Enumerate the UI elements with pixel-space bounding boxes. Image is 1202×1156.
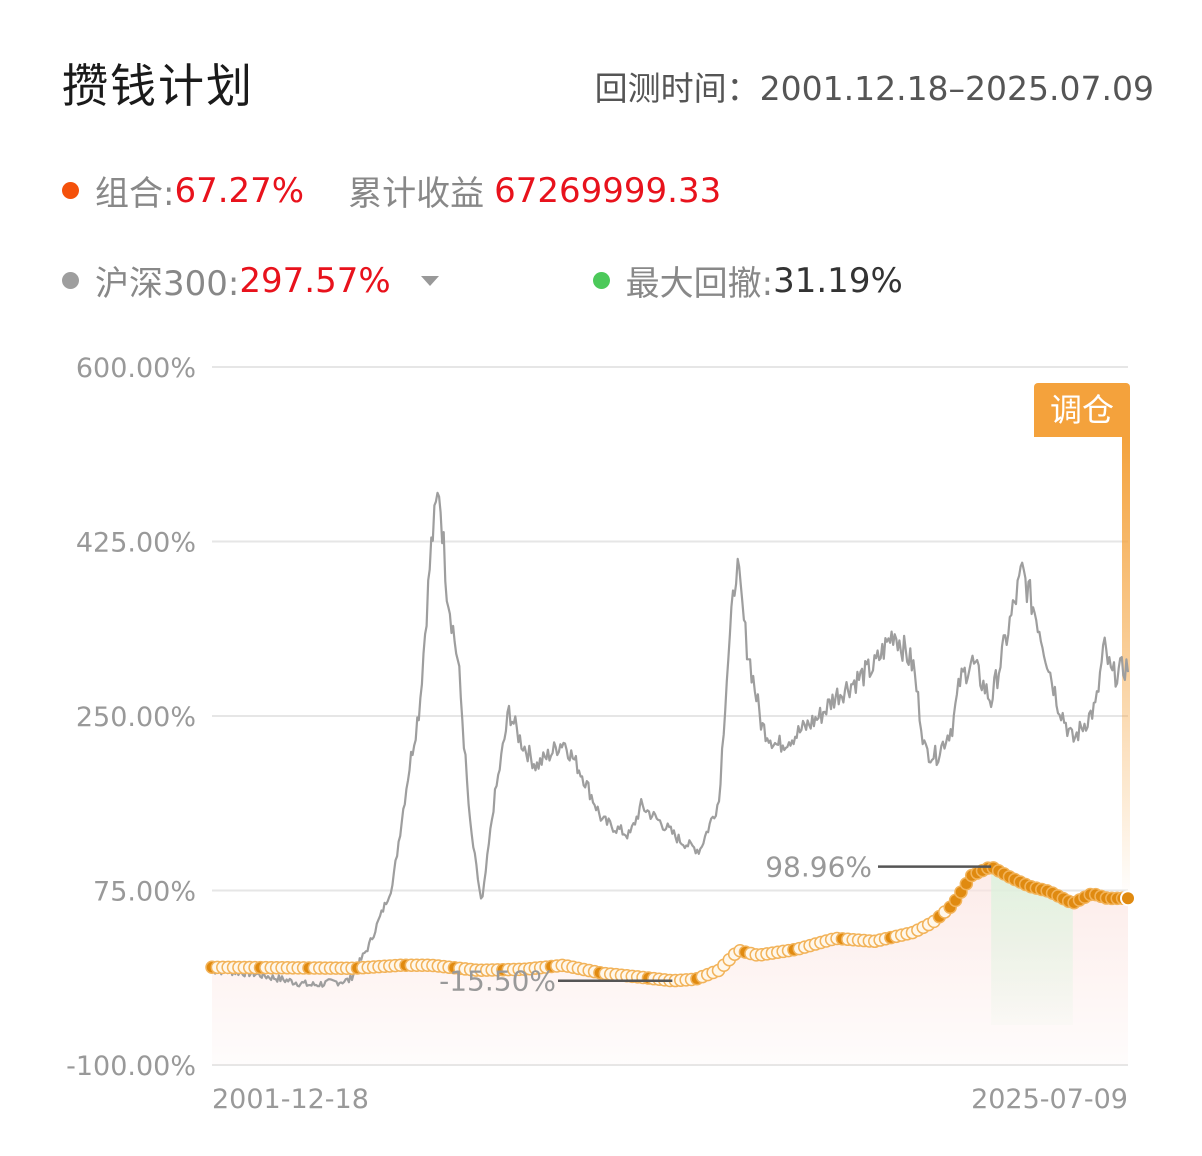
- cumulative-label: 累计收益: [348, 174, 485, 214]
- drawdown-value: 31.19%: [773, 260, 903, 301]
- chevron-down-icon[interactable]: [420, 275, 439, 286]
- cumulative-value: 67269999.33: [494, 170, 722, 211]
- drawdown-label: 最大回撤:: [625, 264, 774, 304]
- y-tick-label: 250.00%: [76, 702, 196, 733]
- backtest-period: 回测时间：2001.12.18–2025.07.09: [595, 62, 1154, 110]
- portfolio-value: 67.27%: [174, 170, 305, 211]
- portfolio-last-point: [1120, 890, 1136, 907]
- benchmark-label: 沪深300:: [95, 264, 240, 304]
- x-tick-label: 2001-12-18: [212, 1084, 369, 1115]
- portfolio-area: [212, 866, 1128, 1065]
- period-label: 回测时间：: [594, 69, 760, 108]
- benchmark-stats-row: 沪深300: 297.57% 最大回撤: 31.19%: [62, 256, 903, 305]
- benchmark-legend-dot: [62, 272, 79, 289]
- x-tick-label: 2025-07-09: [971, 1084, 1128, 1115]
- period-value: 2001.12.18–2025.07.09: [759, 69, 1154, 108]
- performance-chart: 98.96% -15.50% 600.00% 425.00% 250.00% 75.00…: [66, 353, 1136, 1115]
- portfolio-legend-dot: [62, 182, 79, 199]
- min-annotation: -15.50%: [439, 965, 556, 998]
- benchmark-value: 297.57%: [239, 260, 391, 301]
- y-tick-label: 600.00%: [76, 353, 196, 384]
- y-tick-label: -100.00%: [66, 1051, 196, 1082]
- page-title: 攒钱计划: [62, 59, 254, 113]
- max-drawdown-region: [991, 866, 1073, 1025]
- benchmark-line: [211, 491, 1130, 988]
- max-annotation: 98.96%: [765, 851, 872, 884]
- drawdown-legend-dot: [592, 272, 610, 289]
- y-tick-label: 425.00%: [76, 528, 196, 559]
- portfolio-stats-row: 组合: 67.27% 累计收益 67269999.33: [62, 166, 721, 215]
- rebalance-button[interactable]: 调仓: [1034, 383, 1130, 437]
- portfolio-label: 组合:: [95, 174, 175, 214]
- y-tick-label: 75.00%: [93, 877, 196, 908]
